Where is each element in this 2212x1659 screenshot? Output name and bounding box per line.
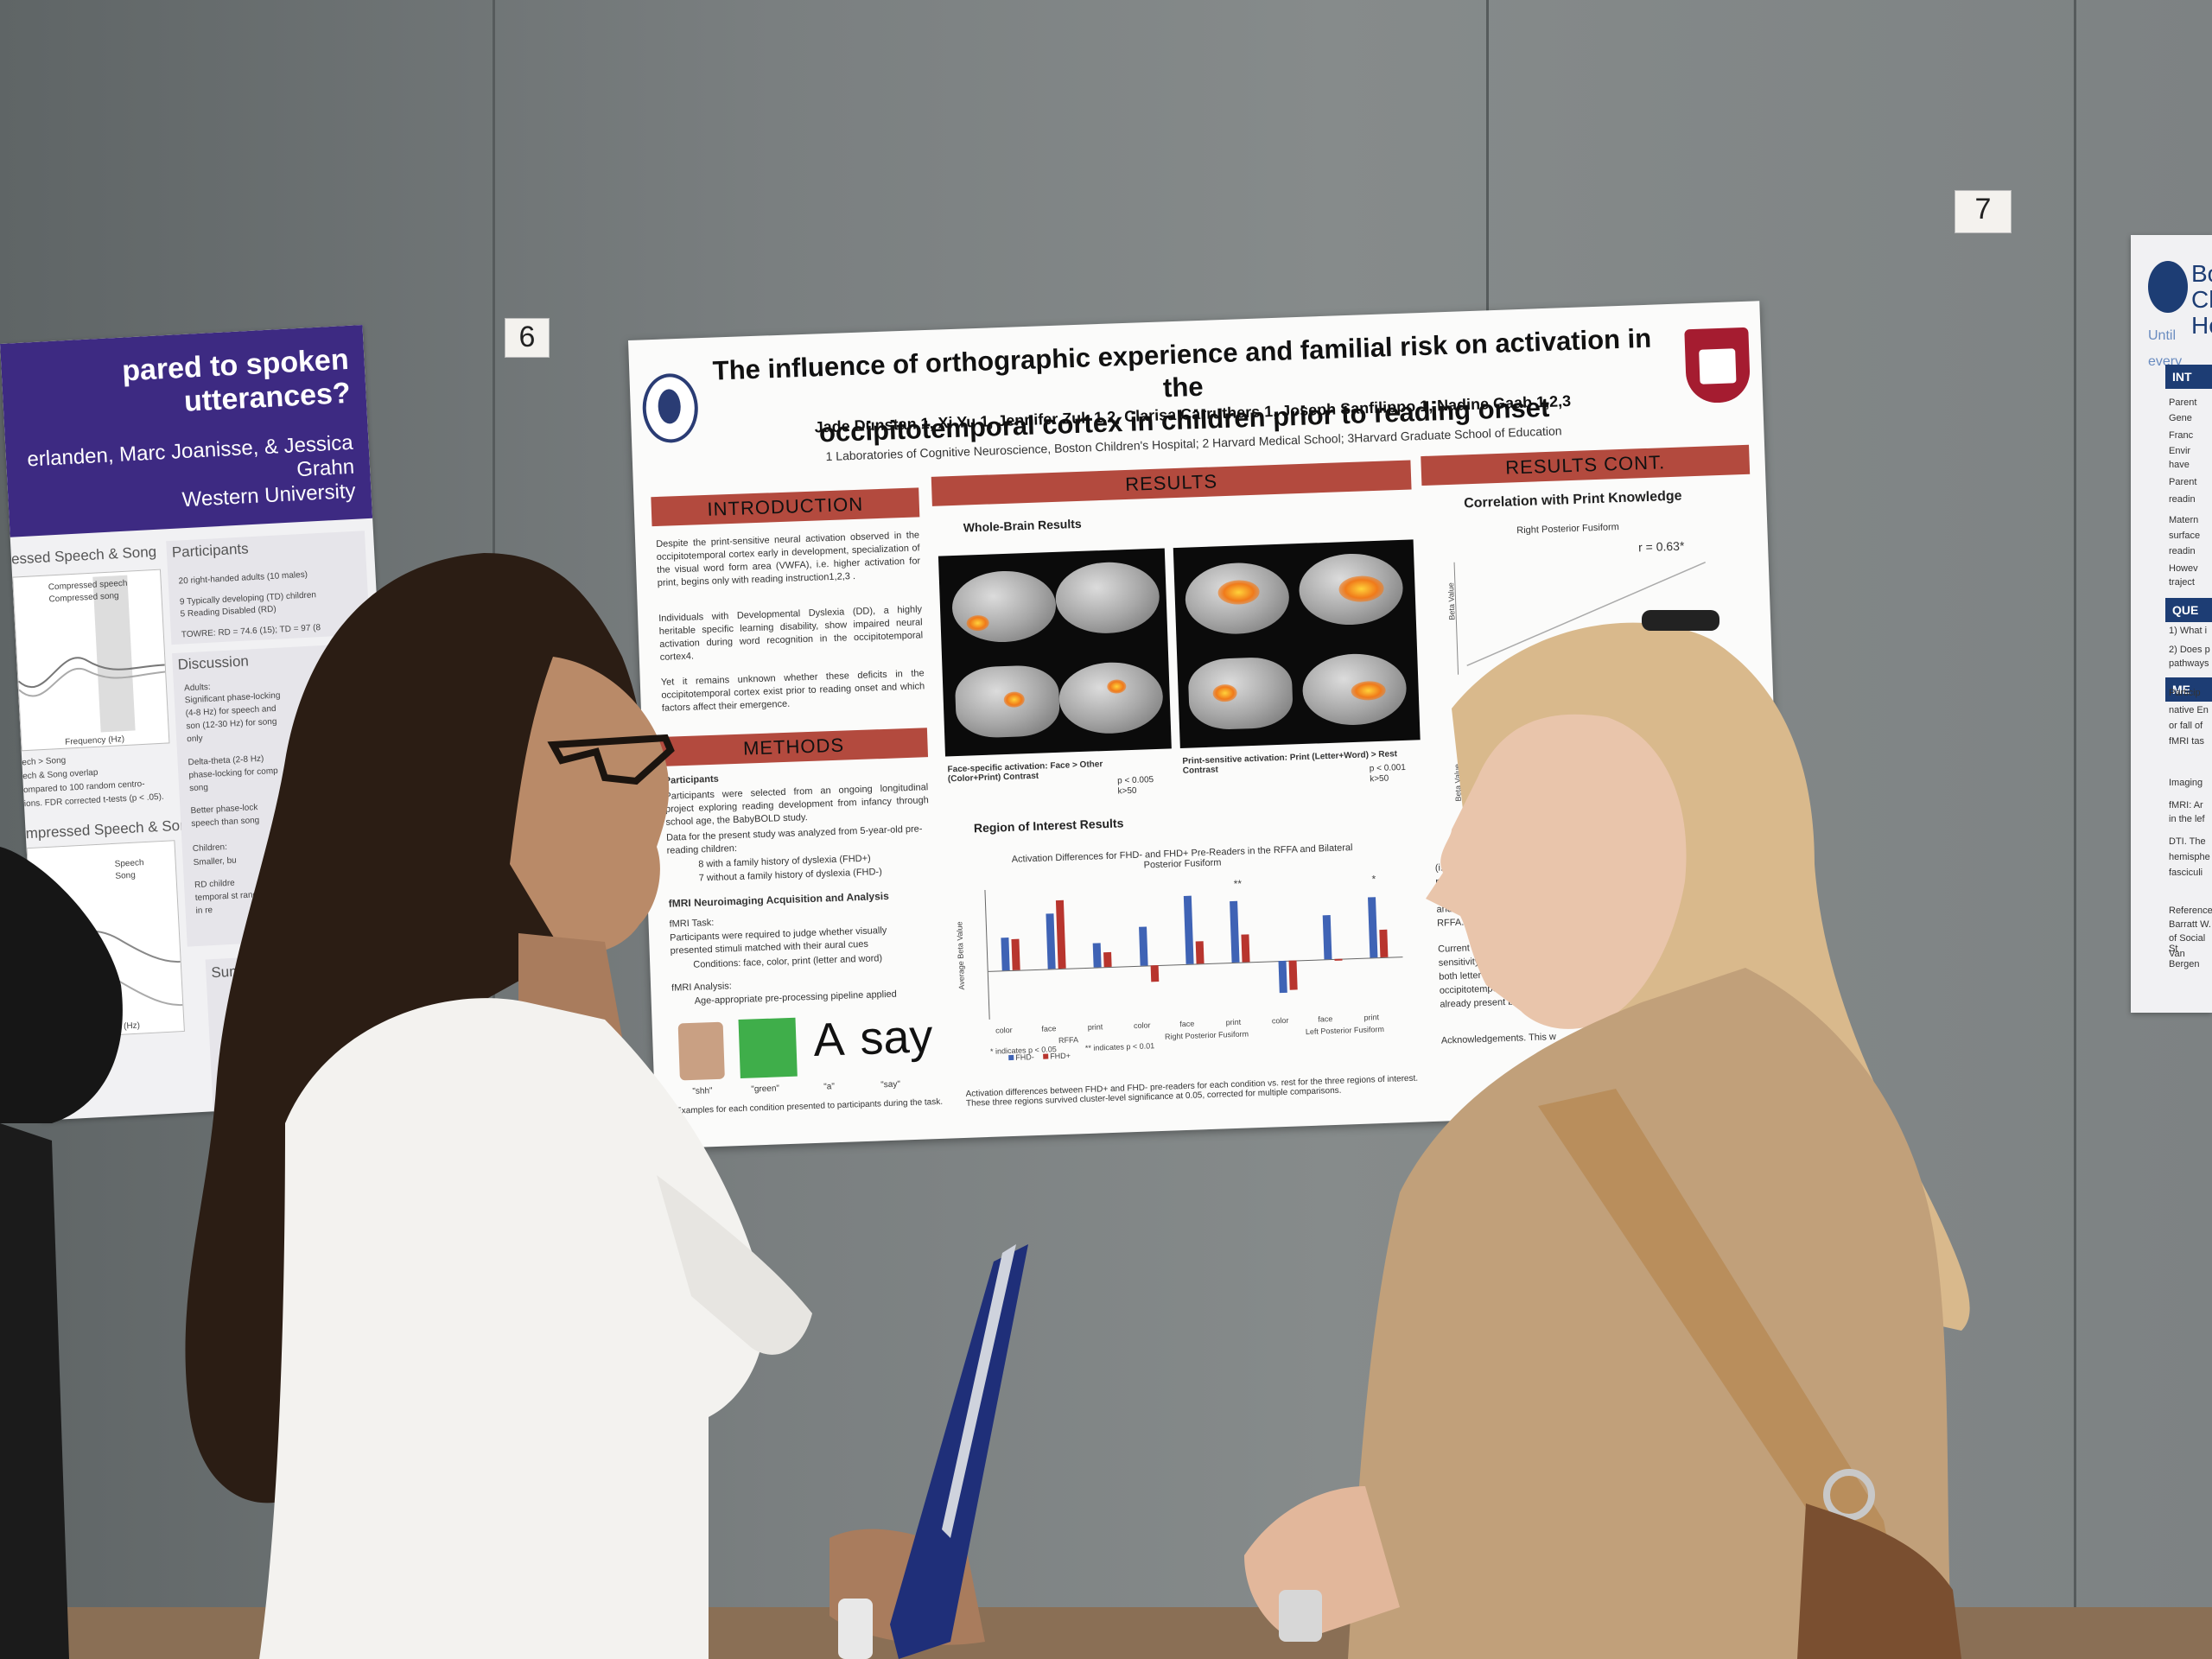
brown-bag [1797, 1503, 1961, 1659]
right-poster-header: Bo Ch He [2191, 260, 2212, 339]
glasses-icon [547, 734, 675, 785]
right-poster-text: readin [2169, 546, 2196, 556]
right-poster-text: or fall of [2169, 721, 2203, 731]
right-poster-text: Matern [2169, 515, 2199, 525]
hospital-logo-icon [2148, 261, 2188, 313]
right-poster-text: native En [2169, 705, 2209, 715]
right-poster: Bo Ch He Until every INT QUE ME ParentGe… [2131, 235, 2212, 1013]
right-poster-text: Imaging [2169, 778, 2203, 788]
main-poster: The influence of orthographic experience… [628, 301, 1788, 1149]
left-woman-sleeve [657, 1175, 812, 1355]
right-poster-text: Barratt W. [2169, 919, 2211, 930]
left-woman-face [510, 657, 670, 954]
right-poster-text: References [2169, 906, 2212, 916]
right-poster-text: Van Bergen [2169, 949, 2200, 969]
section-heading: ME [2165, 677, 2212, 702]
poster-number-card: 7 [1955, 190, 2012, 233]
right-poster-text: 2) Does p [2169, 645, 2210, 655]
right-poster-text: fMRI tas [2169, 736, 2204, 747]
right-poster-text: surface [2169, 531, 2201, 541]
right-poster-text: fMRI: Ar [2169, 800, 2203, 810]
scatter-plot [1453, 553, 1718, 675]
left-poster-chart: Compressed speech Compressed song Freque… [12, 569, 170, 752]
wall-seam [2074, 0, 2076, 1659]
pen-icon [942, 1244, 1016, 1538]
right-woman-face [1426, 714, 1687, 1029]
right-poster-text: pathways [2169, 658, 2209, 669]
section-heading: INT [2165, 365, 2212, 389]
water-bottle-icon [838, 1599, 873, 1659]
right-poster-text: traject [2169, 577, 2195, 588]
dark-clothing-person [0, 1123, 69, 1659]
bottle-icon [1279, 1590, 1322, 1642]
line-chart [17, 575, 166, 733]
regression-line [1466, 561, 1707, 667]
right-poster-text: Howev [2169, 563, 2198, 574]
left-woman-white-shirt [259, 998, 766, 1659]
dark-clothing-person [0, 847, 123, 1123]
right-poster-text: DTI. The [2169, 836, 2206, 847]
right-poster-text: have [2169, 460, 2190, 470]
right-poster-text: in the lef [2169, 814, 2205, 824]
right-poster-text: Envir [2169, 446, 2191, 456]
right-poster-text: Particip [2169, 688, 2201, 698]
right-poster-text: hemisphe [2169, 852, 2210, 862]
right-poster-text: fasciculi [2169, 868, 2203, 878]
right-poster-text: readin [2169, 494, 2196, 505]
right-poster-text: Parent [2169, 397, 2197, 408]
right-poster-text: 1) What i [2169, 626, 2208, 636]
right-poster-text: Parent [2169, 477, 2197, 487]
section-heading: QUE [2165, 598, 2212, 622]
right-poster-text: of Social St [2169, 933, 2206, 954]
right-poster-text: Franc [2169, 430, 2194, 441]
poster-number-card: 6 [505, 318, 550, 358]
right-poster-text: Gene [2169, 413, 2192, 423]
hair-clip-icon [1642, 610, 1719, 631]
bag-buckle-icon [1823, 1469, 1875, 1521]
